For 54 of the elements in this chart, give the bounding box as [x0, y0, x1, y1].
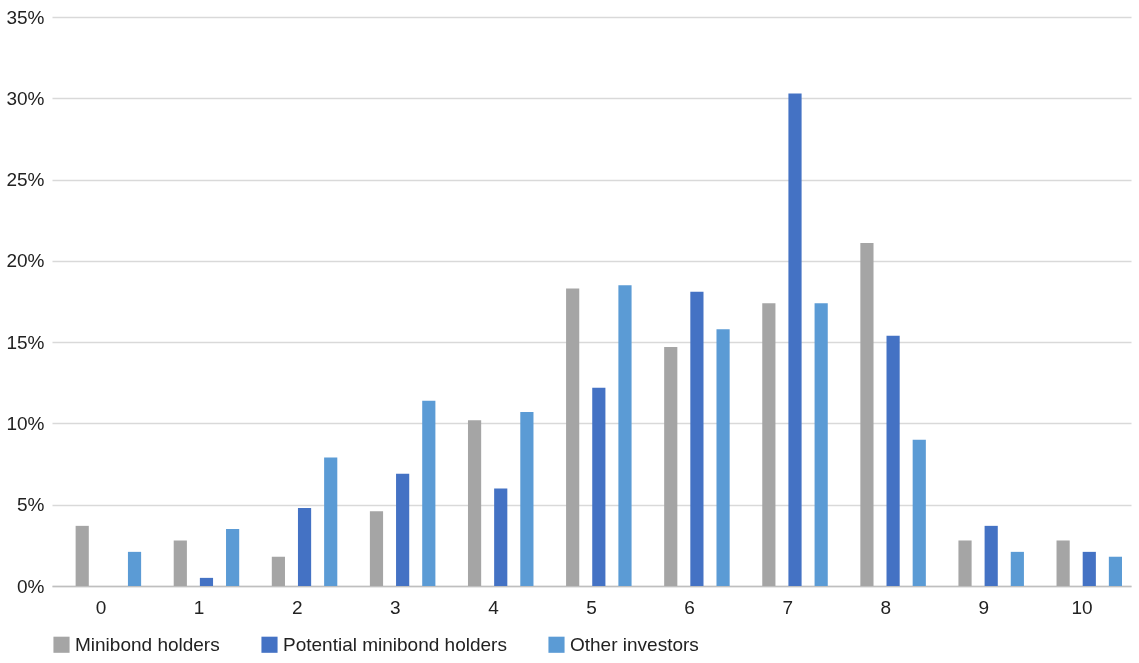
bar — [271, 556, 285, 586]
y-tick-label: 10% — [6, 412, 45, 434]
bar — [716, 329, 730, 586]
bar — [199, 577, 214, 586]
bar — [297, 507, 312, 586]
y-tick-label: 5% — [17, 494, 45, 516]
x-tick-label: 1 — [193, 596, 205, 618]
bar — [690, 291, 704, 586]
bar — [814, 303, 828, 586]
x-tick-label: 9 — [978, 596, 990, 618]
bar — [592, 387, 606, 586]
bar — [886, 335, 900, 586]
bar — [173, 540, 187, 586]
x-tick-label: 3 — [390, 596, 401, 618]
bar — [1108, 556, 1123, 586]
bar — [788, 93, 802, 586]
bar — [1056, 540, 1070, 586]
bar — [860, 242, 874, 586]
y-tick-label: 15% — [6, 331, 45, 353]
y-tick-label: 20% — [6, 250, 45, 272]
x-tick-label: 7 — [782, 596, 793, 618]
bar — [369, 511, 384, 586]
y-tick-label: 25% — [6, 169, 45, 191]
legend-label: Potential minibond holders — [283, 633, 507, 655]
bar — [422, 400, 436, 586]
bar — [664, 347, 678, 586]
bar — [912, 439, 926, 586]
bar — [494, 488, 508, 586]
bar — [324, 457, 338, 586]
bar — [226, 529, 240, 586]
bar — [762, 303, 776, 586]
bar — [75, 525, 89, 586]
x-tick-label: 6 — [684, 596, 695, 618]
x-tick-label: 10 — [1071, 596, 1093, 618]
legend-label: Other investors — [570, 633, 699, 655]
x-tick-label: 0 — [95, 596, 107, 618]
y-tick-label: 0% — [17, 575, 45, 597]
bar — [566, 288, 580, 586]
x-tick-label: 2 — [291, 596, 303, 618]
bar — [618, 285, 632, 586]
bar — [1082, 551, 1096, 586]
legend-label: Minibond holders — [75, 633, 220, 655]
bar — [127, 551, 142, 586]
x-tick-label: 8 — [880, 596, 892, 618]
bar — [520, 412, 534, 586]
bar — [958, 540, 972, 586]
x-tick-label: 4 — [488, 596, 500, 618]
y-tick-label: 35% — [6, 6, 45, 28]
bar — [396, 473, 410, 586]
bar — [467, 420, 482, 586]
x-tick-label: 5 — [586, 596, 597, 618]
y-tick-label: 30% — [6, 87, 45, 109]
bar — [984, 525, 998, 586]
bar — [1010, 551, 1024, 586]
